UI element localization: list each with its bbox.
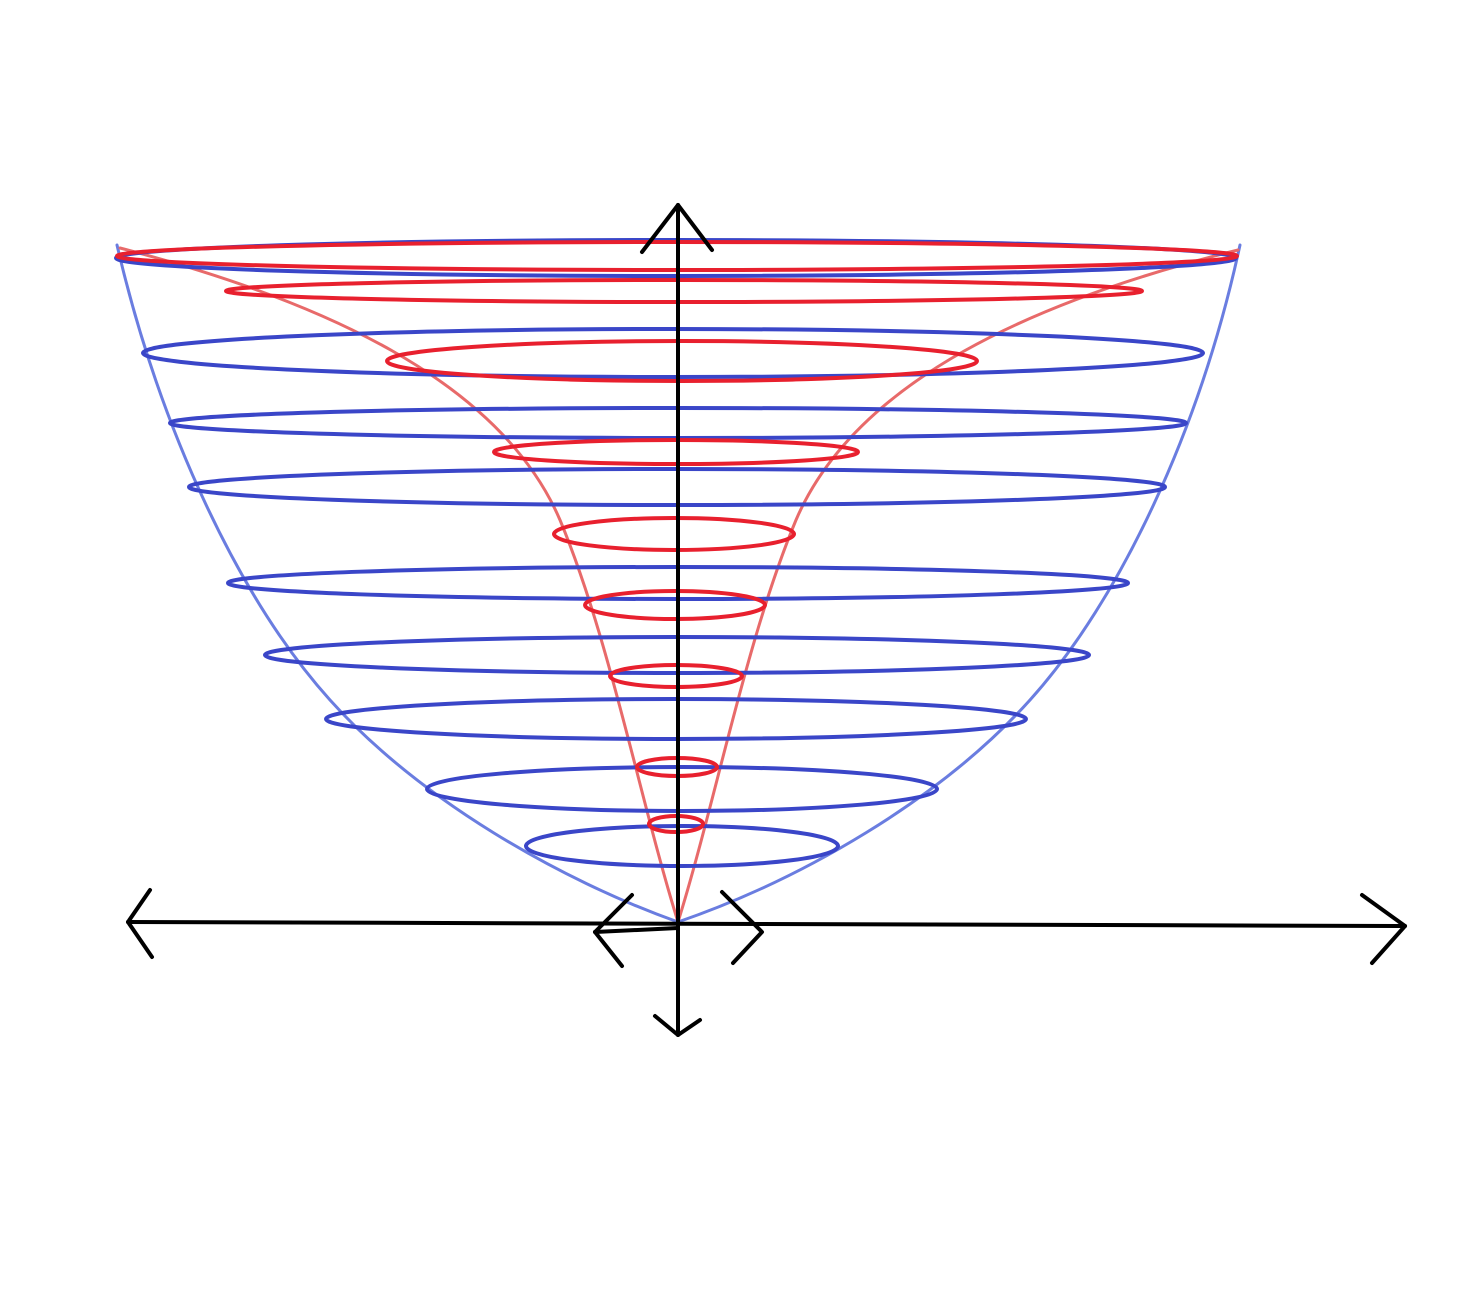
- inner-profile-right: [676, 248, 1240, 924]
- inner-ring-6: [583, 589, 767, 621]
- inner-ring-2: [224, 278, 1144, 304]
- y-axis-bottom-arrow: [653, 1014, 702, 1037]
- outer-ring-2: [141, 327, 1205, 379]
- outer-surface-profile: [115, 243, 1242, 924]
- y-axis-top-arrow: [640, 203, 714, 254]
- z-axis-back-arrow: [593, 893, 634, 968]
- outer-profile-left: [115, 243, 680, 924]
- coordinate-axes: [126, 203, 1407, 1037]
- inner-surface-rings: [115, 240, 1239, 834]
- x-axis-right-arrow: [1360, 893, 1407, 965]
- inner-profile-left: [118, 246, 680, 924]
- inner-surface-profile: [118, 246, 1240, 924]
- z-axis-line: [593, 926, 680, 934]
- inner-ring-3: [385, 339, 979, 383]
- outer-ring-9: [524, 824, 840, 868]
- z-axis-front-arrow: [720, 890, 764, 965]
- x-axis-left-arrow: [126, 888, 154, 959]
- outer-profile-right: [676, 243, 1242, 924]
- x-axis-line: [126, 920, 1407, 928]
- inner-ring-5: [552, 516, 796, 552]
- outer-ring-8: [425, 765, 939, 813]
